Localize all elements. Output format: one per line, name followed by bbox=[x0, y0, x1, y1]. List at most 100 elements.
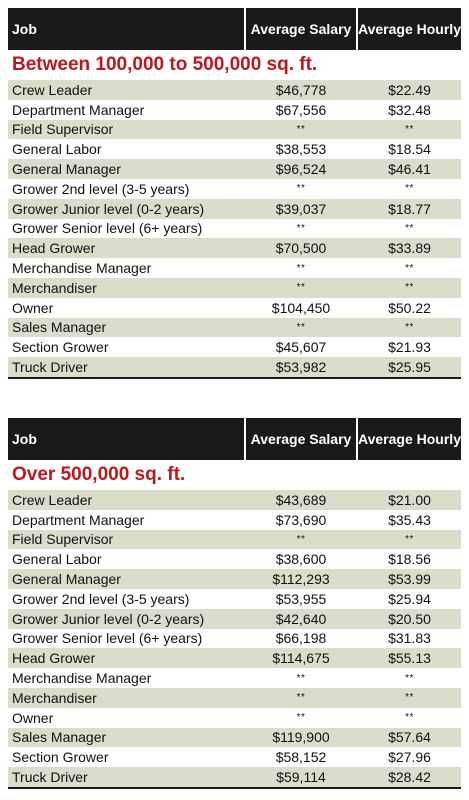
salary-cell: $43,689 bbox=[275, 491, 327, 508]
table-row: Sales Manager ** ** bbox=[8, 317, 461, 338]
salary-cell: ** bbox=[296, 321, 306, 333]
table-row: Grower Junior level (0-2 years) $42,640 $2… bbox=[8, 608, 461, 629]
column-header-job: Job bbox=[8, 8, 244, 50]
job-cell: Sales Manager bbox=[12, 729, 107, 746]
table-body: Crew Leader $43,689 $21.00 Department Manag… bbox=[8, 490, 461, 787]
table-body: Crew Leader $46,778 $22.49 Department Manag… bbox=[8, 80, 461, 377]
table-row: Truck Driver $59,114 $28.42 bbox=[8, 767, 461, 787]
salary-cell: ** bbox=[296, 712, 306, 724]
salary-cell: $42,640 bbox=[275, 610, 327, 627]
salary-table-2: Job Average Salary Average Hourly Over 5… bbox=[8, 418, 461, 789]
hourly-cell: $18.54 bbox=[388, 141, 431, 158]
table-bottom-rule bbox=[8, 376, 461, 379]
salary-cell: $46,778 bbox=[275, 81, 327, 98]
job-cell: Field Supervisor bbox=[12, 531, 114, 548]
job-cell: Truck Driver bbox=[12, 359, 88, 376]
hourly-cell: $25.95 bbox=[388, 359, 431, 376]
hourly-cell: ** bbox=[405, 533, 414, 545]
table-row: Truck Driver $53,982 $25.95 bbox=[8, 357, 461, 377]
job-cell: Crew Leader bbox=[12, 491, 93, 508]
job-cell: General Manager bbox=[12, 161, 121, 178]
table-bottom-rule bbox=[8, 786, 461, 789]
salary-cell: $73,690 bbox=[275, 511, 327, 528]
hourly-cell: $28.42 bbox=[388, 769, 431, 786]
hourly-cell: $46.41 bbox=[388, 161, 431, 178]
hourly-cell: ** bbox=[405, 222, 414, 234]
hourly-cell: $21.00 bbox=[388, 491, 431, 508]
hourly-cell: $18.56 bbox=[388, 551, 431, 568]
hourly-cell: $53.99 bbox=[388, 571, 431, 588]
job-cell: General Labor bbox=[12, 551, 102, 568]
salary-cell: ** bbox=[296, 282, 306, 294]
job-cell: Department Manager bbox=[12, 511, 145, 528]
table-row: General Labor $38,553 $18.54 bbox=[8, 139, 461, 159]
table-row: Head Grower $114,675 $55.13 bbox=[8, 648, 461, 669]
column-header-hourly: Average Hourly bbox=[358, 418, 461, 460]
salary-cell: ** bbox=[296, 533, 306, 545]
table-row: Department Manager $73,690 $35.43 bbox=[8, 510, 461, 530]
salary-cell: $119,900 bbox=[272, 729, 330, 746]
salary-cell: $38,553 bbox=[275, 141, 327, 158]
salary-cell: $114,675 bbox=[272, 650, 330, 667]
hourly-cell: $18.77 bbox=[388, 200, 431, 217]
hourly-cell: $25.94 bbox=[388, 590, 431, 607]
hourly-cell: $32.48 bbox=[388, 101, 431, 118]
table-row: Grower 2nd level (3-5 years) ** ** bbox=[8, 179, 461, 199]
table-row: Section Grower $45,607 $21.93 bbox=[8, 337, 461, 357]
hourly-cell: $35.43 bbox=[388, 511, 431, 528]
hourly-cell: ** bbox=[405, 672, 414, 684]
table-row: Owner $104,450 $50.22 bbox=[8, 298, 461, 318]
job-cell: Sales Manager bbox=[12, 319, 107, 336]
salary-cell: $39,037 bbox=[275, 200, 327, 217]
hourly-cell: ** bbox=[405, 123, 414, 135]
table-row: Head Grower $70,500 $33.89 bbox=[8, 238, 461, 259]
job-cell: Merchandiser bbox=[12, 689, 97, 706]
table-header: Job Average Salary Average Hourly bbox=[8, 8, 461, 50]
hourly-cell: ** bbox=[405, 692, 414, 704]
salary-cell: ** bbox=[296, 692, 306, 704]
salary-cell: ** bbox=[296, 262, 306, 274]
job-cell: Head Grower bbox=[12, 650, 96, 667]
hourly-cell: $21.93 bbox=[388, 339, 431, 356]
salary-cell: $45,607 bbox=[275, 339, 327, 356]
table-row: Field Supervisor ** ** bbox=[8, 119, 461, 140]
job-cell: Grower Senior level (6+ years) bbox=[12, 630, 203, 647]
hourly-cell: ** bbox=[405, 321, 414, 333]
salary-cell: $96,524 bbox=[275, 161, 327, 178]
table-header: Job Average Salary Average Hourly bbox=[8, 418, 461, 460]
job-cell: Merchandise Manager bbox=[12, 670, 152, 687]
job-cell: Field Supervisor bbox=[12, 121, 114, 138]
table-row: Grower Junior level (0-2 years) $39,037 $1… bbox=[8, 198, 461, 219]
table-row: General Labor $38,600 $18.56 bbox=[8, 549, 461, 569]
job-cell: General Manager bbox=[12, 571, 121, 588]
hourly-cell: $27.96 bbox=[388, 749, 431, 766]
column-header-hourly: Average Hourly bbox=[358, 8, 461, 50]
job-cell: Merchandise Manager bbox=[12, 260, 152, 277]
job-cell: Head Grower bbox=[12, 240, 96, 257]
hourly-cell: ** bbox=[405, 262, 414, 274]
salary-cell: ** bbox=[296, 123, 306, 135]
job-cell: Owner bbox=[12, 709, 54, 726]
table-row: Field Supervisor ** ** bbox=[8, 529, 461, 550]
hourly-cell: ** bbox=[405, 282, 414, 294]
hourly-cell: $50.22 bbox=[388, 299, 431, 316]
salary-cell: $104,450 bbox=[271, 299, 331, 316]
column-header-job: Job bbox=[8, 418, 244, 460]
job-cell: Grower Senior level (6+ years) bbox=[12, 220, 203, 237]
salary-cell: ** bbox=[296, 183, 306, 195]
table-row: General Manager $96,524 $46.41 bbox=[8, 159, 461, 179]
table-row: Merchandise Manager ** ** bbox=[8, 668, 461, 688]
salary-table-1: Job Average Salary Average Hourly Betwee… bbox=[8, 8, 461, 379]
hourly-cell: ** bbox=[405, 712, 414, 724]
job-cell: Grower Junior level (0-2 years) bbox=[12, 200, 205, 217]
table-row: Grower Senior level (6+ years) $66,198 $31… bbox=[8, 629, 461, 649]
table-row: Sales Manager $119,900 $57.64 bbox=[8, 727, 461, 748]
job-cell: Crew Leader bbox=[12, 81, 93, 98]
job-cell: Department Manager bbox=[12, 101, 145, 118]
job-cell: Grower 2nd level (3-5 years) bbox=[12, 590, 190, 607]
table-row: Merchandise Manager ** ** bbox=[8, 258, 461, 278]
hourly-cell: $57.64 bbox=[388, 729, 431, 746]
hourly-cell: $20.50 bbox=[388, 610, 431, 627]
section-title: Over 500,000 sq. ft. bbox=[12, 464, 186, 485]
job-cell: Truck Driver bbox=[12, 769, 88, 786]
